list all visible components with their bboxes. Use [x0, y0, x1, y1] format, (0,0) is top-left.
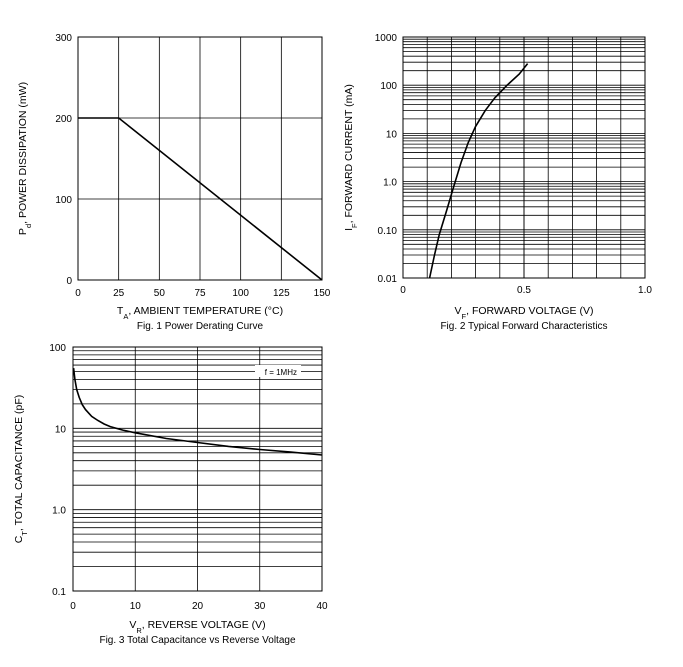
y-tick-label: 0.01	[378, 274, 398, 285]
x-tick-label: 40	[316, 601, 328, 612]
y-axis-label-main: P	[17, 228, 29, 235]
y-axis-label: IF, FORWARD CURRENT (mA)	[343, 84, 359, 231]
x-axis-label-text: , AMBIENT TEMPERATURE (°C)	[128, 305, 283, 317]
frequency-annotation: f = 1MHz	[265, 368, 297, 377]
x-axis-label-text: , FORWARD VOLTAGE (V)	[466, 305, 593, 317]
x-axis-label-subscript: A	[123, 312, 128, 321]
x-axis-label: TA, AMBIENT TEMPERATURE (°C)	[117, 305, 283, 321]
x-axis-label-text: , REVERSE VOLTAGE (V)	[142, 619, 266, 631]
x-tick-label: 0	[70, 601, 76, 612]
y-tick-label: 10	[386, 129, 398, 140]
plot-frame	[402, 36, 646, 279]
y-tick-label: 1000	[375, 33, 398, 44]
y-tick-label: 200	[55, 114, 72, 125]
x-axis-label: VF, FORWARD VOLTAGE (V)	[455, 305, 594, 321]
x-axis-label: VR, REVERSE VOLTAGE (V)	[129, 619, 265, 635]
gridlines	[72, 347, 323, 592]
gridlines	[77, 36, 323, 281]
x-tick-label: 0.5	[517, 285, 531, 296]
gridlines	[402, 37, 646, 279]
y-tick-label: 10	[55, 424, 67, 435]
y-axis-label: CT, TOTAL CAPACITANCE (pF)	[13, 395, 29, 544]
series-line-pd	[78, 117, 323, 281]
x-tick-label: 150	[314, 288, 331, 299]
x-axis-label-main: T	[117, 305, 124, 317]
chart-3: 0 10 20 30 40 0.1 1.0 10 100 VR, REVERSE VOLTAGE …	[13, 343, 328, 646]
x-axis-label-main: V	[129, 619, 136, 631]
y-axis-label: Pd, POWER DISSIPATION (mW)	[17, 82, 33, 235]
y-tick-label: 100	[49, 343, 66, 354]
figure-caption: Fig. 2 Typical Forward Characteristics	[440, 321, 607, 332]
y-axis-label-subscript: T	[20, 531, 29, 536]
y-tick-label: 0	[66, 276, 72, 287]
y-axis-label-text: , FORWARD CURRENT (mA)	[343, 84, 355, 223]
x-tick-label: 0	[400, 285, 406, 296]
y-tick-label: 100	[380, 81, 397, 92]
x-tick-label: 125	[273, 288, 290, 299]
x-tick-label: 20	[192, 601, 204, 612]
x-axis-label-subscript: F	[462, 312, 467, 321]
x-tick-label: 25	[113, 288, 125, 299]
y-axis-label-main: I	[343, 228, 355, 231]
annotation-background	[255, 365, 301, 377]
y-tick-label: 1.0	[383, 178, 397, 189]
chart-1: 0 25 50 75 100 125 150 0 100 200 300 TA, AMBIENT TE…	[17, 33, 331, 332]
series-line-if	[428, 63, 529, 279]
x-axis-label-subscript: R	[136, 626, 142, 635]
y-tick-label: 300	[55, 33, 72, 44]
y-axis-label-subscript: d	[24, 224, 33, 228]
figure-caption: Fig. 3 Total Capacitance vs Reverse Volt…	[99, 635, 295, 646]
x-tick-label: 0	[75, 288, 81, 299]
y-tick-label: 1.0	[52, 506, 66, 517]
x-tick-label: 75	[194, 288, 206, 299]
series-line-ct	[72, 368, 323, 456]
figure-caption: Fig. 1 Power Derating Curve	[137, 321, 264, 332]
x-tick-label: 10	[130, 601, 142, 612]
y-axis-label-text: , POWER DISSIPATION (mW)	[17, 82, 29, 224]
x-tick-label: 50	[154, 288, 166, 299]
y-axis-label-subscript: F	[350, 223, 359, 228]
plot-frame	[72, 346, 323, 592]
x-tick-label: 1.0	[638, 285, 652, 296]
x-axis-label-main: V	[455, 305, 462, 317]
y-tick-label: 0.1	[52, 587, 66, 598]
y-tick-label: 0.10	[378, 226, 398, 237]
y-axis-label-main: C	[13, 535, 25, 543]
y-axis-label-text: , TOTAL CAPACITANCE (pF)	[13, 395, 25, 531]
y-tick-label: 100	[55, 195, 72, 206]
x-tick-label: 30	[254, 601, 266, 612]
plot-frame	[77, 36, 323, 281]
x-tick-label: 100	[232, 288, 249, 299]
